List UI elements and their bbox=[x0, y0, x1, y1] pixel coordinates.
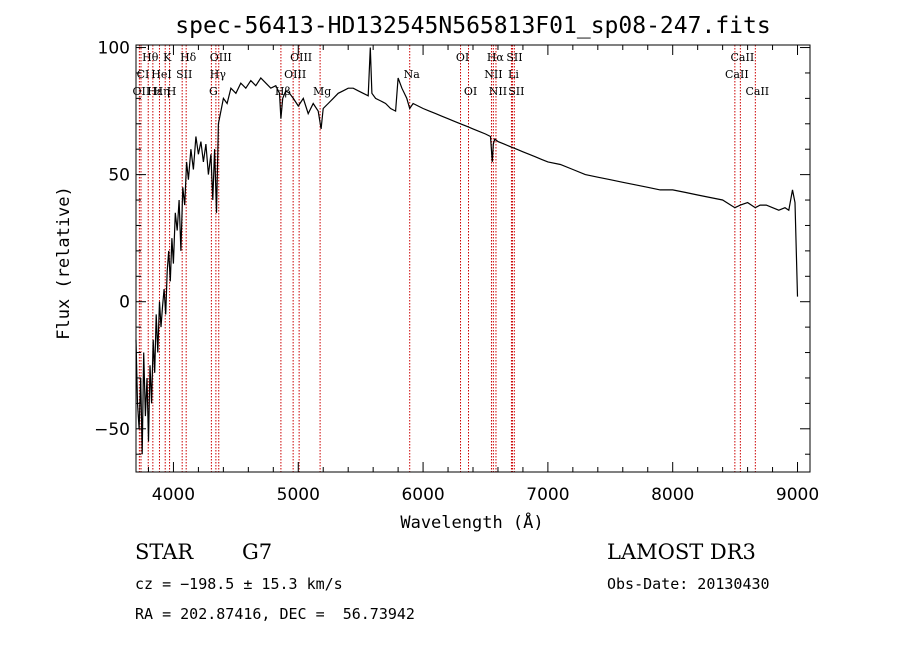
line-label: Hθ bbox=[142, 51, 159, 64]
line-label: CI bbox=[137, 68, 150, 81]
y-tick-label: 100 bbox=[98, 39, 130, 59]
survey-name: LAMOST DR3 bbox=[607, 540, 756, 564]
line-label: OIII bbox=[290, 51, 312, 64]
chart-title: spec-56413-HD132545N565813F01_sp08-247.f… bbox=[175, 13, 770, 39]
object-subclass: G7 bbox=[242, 540, 273, 564]
plot-frame bbox=[135, 44, 811, 473]
emission-line-markers bbox=[138, 45, 756, 472]
x-tick-label: 8000 bbox=[651, 485, 694, 505]
line-label: Na bbox=[404, 68, 421, 81]
coordinates: RA = 202.87416, DEC = 56.73942 bbox=[135, 605, 415, 623]
y-axis-label: Flux (relative) bbox=[54, 186, 74, 340]
object-class: STAR bbox=[135, 540, 194, 564]
x-axis-label: Wavelength (Å) bbox=[400, 511, 543, 533]
line-label: H bbox=[167, 85, 177, 98]
x-tick-label: 5000 bbox=[277, 485, 320, 505]
line-label: NII bbox=[489, 85, 507, 98]
line-label: Hγ bbox=[210, 68, 227, 81]
line-label: Hδ bbox=[180, 51, 197, 64]
line-label: SII bbox=[508, 85, 524, 98]
line-label: CaII bbox=[725, 68, 749, 81]
x-tick-label: 4000 bbox=[152, 485, 195, 505]
line-label: CaII bbox=[745, 85, 769, 98]
line-label: Hα bbox=[487, 51, 505, 64]
redshift-velocity: cz = −198.5 ± 15.3 km/s bbox=[135, 575, 343, 593]
line-label: K bbox=[163, 51, 172, 64]
observation-date: Obs-Date: 20130430 bbox=[607, 575, 770, 593]
y-tick-label: 0 bbox=[119, 293, 130, 313]
line-label: OIII bbox=[284, 68, 306, 81]
line-label: Hβ bbox=[275, 85, 291, 98]
x-tick-label: 6000 bbox=[401, 485, 444, 505]
line-label: HeI bbox=[151, 68, 171, 81]
line-label: SII bbox=[506, 51, 522, 64]
line-label: Hη bbox=[153, 85, 169, 98]
line-label: OII bbox=[133, 85, 151, 98]
line-label: OI bbox=[464, 85, 477, 98]
x-tick-label: 9000 bbox=[776, 485, 819, 505]
line-label: NII bbox=[484, 68, 502, 81]
x-tick-label: 7000 bbox=[526, 485, 569, 505]
line-label: CaII bbox=[731, 51, 755, 64]
line-label: G bbox=[209, 85, 218, 98]
axis-ticks: 4000 5000 6000 7000 8000 9000 −50 0 50 100 bbox=[94, 39, 819, 505]
y-tick-label: 50 bbox=[108, 166, 130, 186]
line-label: Mg bbox=[313, 85, 331, 98]
y-tick-label: −50 bbox=[94, 420, 130, 440]
line-label: Li bbox=[508, 68, 519, 81]
line-label: OI bbox=[456, 51, 469, 64]
spectrum-series-line bbox=[135, 47, 799, 455]
line-label: OIII bbox=[210, 51, 232, 64]
line-label: Hε bbox=[147, 85, 163, 98]
line-label: SII bbox=[176, 68, 192, 81]
